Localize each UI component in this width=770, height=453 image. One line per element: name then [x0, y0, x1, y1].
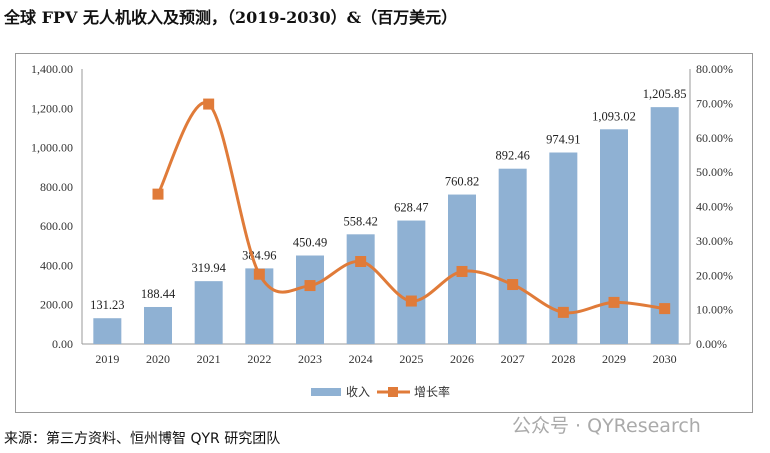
bar-data-label: 760.82: [445, 175, 479, 189]
left-tick-label: 200.00: [40, 298, 73, 312]
growth-marker: [456, 265, 468, 277]
x-tick-label: 2030: [653, 352, 677, 366]
legend-label-growth: 增长率: [414, 384, 450, 399]
bar: [194, 281, 223, 344]
right-tick-label: 50.00%: [696, 165, 733, 179]
bar-data-label: 1,093.02: [592, 109, 636, 123]
growth-marker: [203, 98, 215, 110]
left-tick-label: 0.00: [52, 337, 73, 351]
growth-marker: [405, 295, 417, 307]
x-tick-label: 2026: [450, 352, 474, 366]
growth-marker: [659, 303, 671, 315]
bar: [397, 220, 426, 344]
right-tick-label: 10.00%: [696, 303, 733, 317]
x-tick-label: 2025: [399, 352, 423, 366]
bar: [245, 268, 274, 344]
growth-marker: [557, 306, 569, 318]
chart-title: 全球 FPV 无人机收入及预测，（2019-2030）&（百万美元）: [4, 8, 458, 27]
bar-data-label: 319.94: [191, 261, 226, 275]
x-tick-label: 2023: [298, 352, 322, 366]
right-tick-label: 0.00%: [696, 337, 727, 351]
bar: [346, 234, 375, 344]
left-tick-label: 1,200.00: [31, 101, 73, 115]
legend-label-revenue: 收入: [346, 385, 370, 399]
x-tick-label: 2029: [602, 352, 626, 366]
x-tick-label: 2028: [551, 352, 575, 366]
growth-marker: [355, 256, 367, 267]
growth-marker: [152, 188, 164, 200]
left-tick-label: 800.00: [40, 180, 73, 194]
bar-data-label: 974.91: [546, 132, 580, 146]
right-tick-label: 20.00%: [696, 268, 733, 282]
bar-data-label: 384.96: [242, 248, 276, 262]
x-tick-label: 2019: [95, 352, 119, 366]
left-tick-label: 400.00: [40, 258, 73, 272]
right-tick-label: 70.00%: [696, 96, 733, 110]
bar: [498, 168, 527, 344]
left-tick-label: 1,000.00: [31, 141, 73, 155]
bar-data-label: 131.23: [90, 298, 124, 312]
bar-data-label: 450.49: [293, 236, 327, 250]
growth-marker: [507, 279, 519, 291]
right-tick-label: 40.00%: [696, 200, 733, 214]
x-tick-label: 2027: [501, 352, 525, 366]
right-tick-label: 30.00%: [696, 234, 733, 248]
bar-data-label: 1,205.85: [643, 87, 687, 101]
bar-data-label: 628.47: [394, 201, 428, 215]
bar-data-label: 892.46: [495, 149, 529, 163]
legend-swatch-growth-marker: [388, 387, 398, 397]
chart-frame: [15, 53, 753, 413]
bar-data-label: 558.42: [343, 214, 377, 228]
bar: [296, 255, 324, 344]
legend-swatch-revenue: [311, 388, 341, 396]
left-tick-label: 600.00: [40, 219, 73, 233]
right-tick-label: 60.00%: [696, 131, 733, 145]
bar: [144, 306, 172, 344]
left-tick-label: 1,400.00: [31, 62, 73, 76]
bar: [600, 129, 628, 344]
right-tick-label: 80.00%: [696, 62, 733, 76]
growth-marker: [608, 296, 620, 308]
x-tick-label: 2024: [349, 352, 373, 366]
growth-marker: [304, 280, 316, 292]
watermark: 公众号 · QYResearch: [512, 415, 701, 437]
x-tick-label: 2022: [247, 352, 271, 366]
x-tick-label: 2020: [146, 352, 170, 366]
bar: [93, 318, 122, 344]
source-note: 来源：第三方资料、恒州博智 QYR 研究团队: [4, 431, 281, 447]
growth-marker: [253, 268, 265, 280]
bar-data-label: 188.44: [141, 287, 176, 301]
x-tick-label: 2021: [197, 352, 221, 366]
